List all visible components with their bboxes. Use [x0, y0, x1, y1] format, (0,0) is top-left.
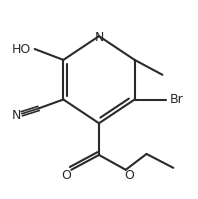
Text: N: N	[12, 109, 22, 122]
Text: N: N	[94, 31, 104, 44]
Text: HO: HO	[11, 43, 31, 56]
Text: O: O	[125, 169, 135, 182]
Text: Br: Br	[169, 93, 183, 106]
Text: O: O	[61, 169, 71, 182]
